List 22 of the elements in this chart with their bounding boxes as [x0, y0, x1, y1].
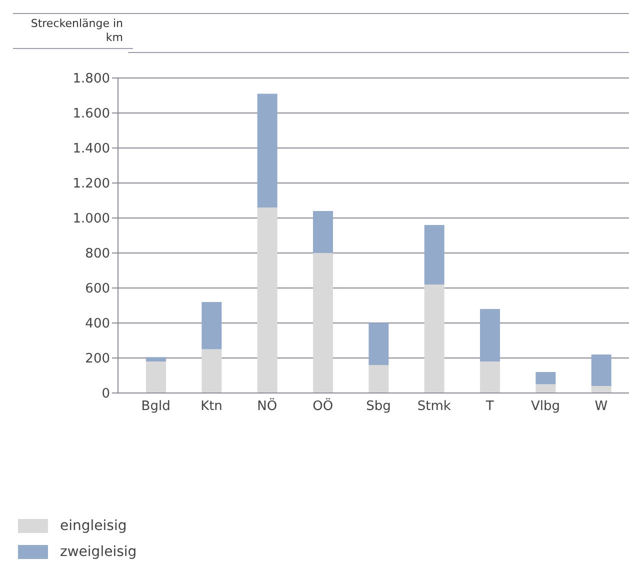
x-tick-label: Bgld [141, 399, 170, 414]
y-tick-label: 1.000 [72, 212, 110, 227]
y-tick-label: 1.600 [72, 106, 110, 122]
x-tick-label: T [484, 399, 494, 414]
x-tick-label: Stmk [417, 399, 452, 414]
x-tick-label: W [594, 399, 608, 414]
x-tick-label: Vlbg [530, 399, 560, 414]
legend-label: zweigleisig [60, 544, 137, 560]
x-tick-label: Sbg [366, 399, 391, 414]
y-tick-label: 600 [85, 282, 110, 297]
y-tick-label: 1.800 [72, 72, 110, 87]
x-tick-label: Ktn [200, 399, 222, 414]
y-tick-label: 200 [85, 352, 110, 367]
y-tick-label: 800 [85, 246, 110, 262]
y-tick-label: 400 [85, 316, 110, 332]
y-tick-label: 0 [102, 386, 110, 402]
y-tick-label: 1.200 [72, 176, 110, 192]
y-tick-label: 1.400 [72, 142, 110, 157]
x-tick-label: OÖ [312, 398, 334, 414]
legend-label: eingleisig [60, 518, 127, 534]
y-axis-title: Streckenlänge in km [13, 13, 133, 49]
x-tick-label: NÖ [257, 398, 278, 414]
